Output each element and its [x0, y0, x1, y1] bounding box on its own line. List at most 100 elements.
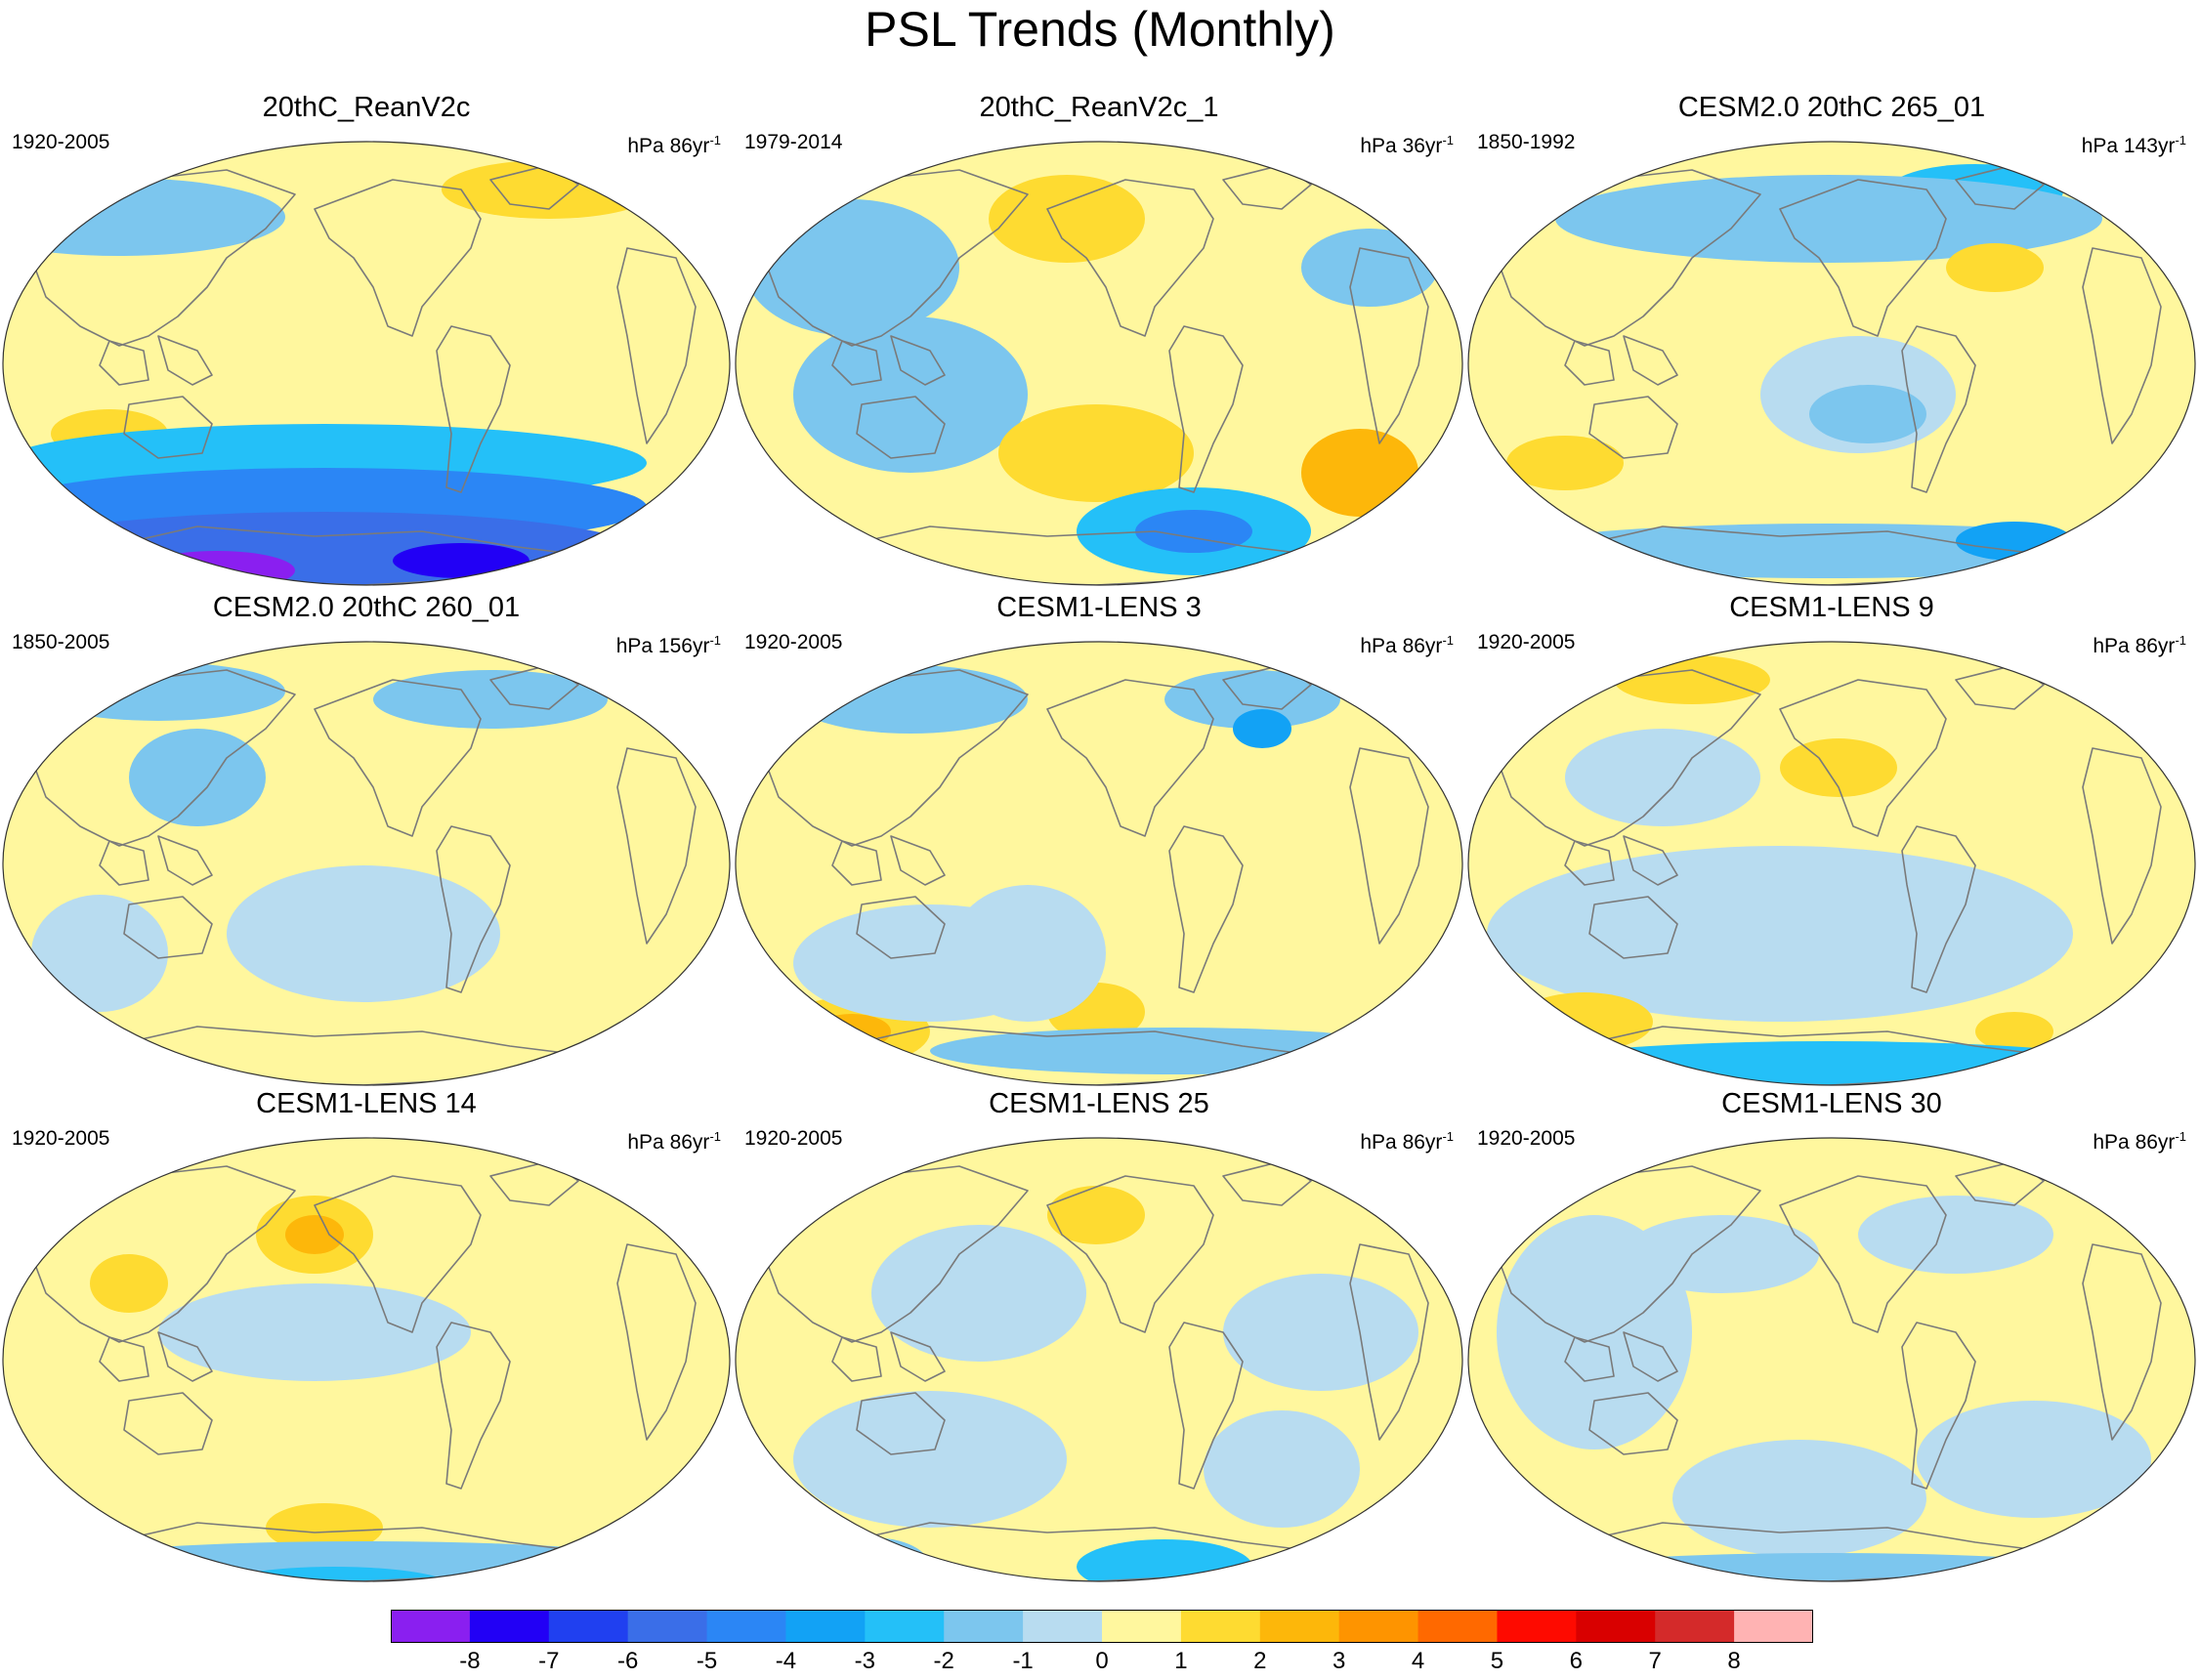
coastline: [314, 1175, 482, 1333]
coastline: [1349, 247, 1429, 444]
map-svg: [735, 641, 1463, 1086]
colorbar-swatch: [1338, 1610, 1419, 1643]
coastline: [2082, 1243, 2162, 1441]
trend-contour: [1487, 846, 2073, 1022]
map-panel: CESM1-LENS 3 1920-2005 hPa 86yr-1: [735, 590, 1463, 1088]
colorbar-tick-label: 6: [1569, 1648, 1583, 1674]
colorbar-swatch: [1734, 1610, 1813, 1643]
coastline: [616, 747, 697, 945]
colorbar-swatch: [391, 1610, 471, 1643]
coastline: [1901, 325, 1976, 493]
units-exponent: -1: [1442, 133, 1454, 147]
trend-contour: [1555, 175, 2102, 263]
units-prefix: hPa: [2093, 1131, 2136, 1154]
panel-title: 20thC_ReanV2c_1: [979, 92, 1219, 123]
panel-period: 1850-2005: [12, 631, 110, 653]
coastline: [831, 1336, 882, 1382]
coastline: [1564, 1336, 1615, 1382]
panel-title: CESM2.0 20thC 265_01: [1677, 92, 1986, 123]
map-panel: 20thC_ReanV2c_1 1979-2014 hPa 36yr-1: [735, 90, 1463, 588]
coastline: [763, 1165, 1029, 1343]
map-field: [1468, 142, 2195, 585]
coastline: [1349, 1243, 1429, 1441]
units-prefix: hPa: [627, 1131, 670, 1154]
panel-period: 1920-2005: [12, 1127, 110, 1150]
coastline: [2082, 747, 2162, 945]
trend-contour: [1223, 1274, 1418, 1391]
coastline: [763, 669, 1029, 847]
panel-title: CESM1-LENS 3: [996, 592, 1202, 623]
units-prefix: hPa: [2081, 135, 2124, 157]
colorbar-labels: -8 -7 -6 -5 -4 -3 -2 -1 0 1 2 3 4 5 6 7 8: [0, 1647, 2200, 1676]
coastline: [1496, 169, 1761, 347]
units-exponent: -1: [2175, 1129, 2186, 1144]
units-value: 143yr: [2123, 135, 2176, 157]
trend-contour: [1301, 429, 1418, 517]
coastline: [30, 1165, 296, 1343]
coastline: [763, 169, 1029, 347]
trend-contour: [793, 316, 1028, 473]
coastline: [1623, 335, 1678, 386]
coastline: [890, 835, 946, 886]
trend-contour: [31, 662, 285, 721]
trend-contour: [1946, 243, 2044, 292]
units-prefix: hPa: [627, 135, 670, 157]
coastline: [1564, 340, 1615, 386]
colorbar-swatch: [865, 1610, 945, 1643]
coastlines: [30, 664, 697, 1085]
colorbar-swatch: [627, 1610, 708, 1643]
coastline: [123, 896, 213, 959]
units-exponent: -1: [1442, 1129, 1454, 1144]
colorbar-tick-label: -8: [459, 1648, 481, 1674]
coastline: [99, 840, 149, 886]
units-prefix: hPa: [1360, 635, 1403, 657]
coastline: [436, 1322, 511, 1490]
map-svg: [2, 1137, 731, 1582]
map-border: [735, 1137, 1463, 1582]
map-field: [1468, 1138, 2195, 1581]
colorbar-tick-label: 0: [1095, 1648, 1109, 1674]
colorbar-tick-label: 8: [1727, 1648, 1741, 1674]
panel-units: hPa 86yr-1: [627, 127, 721, 160]
map-field: [736, 142, 1462, 585]
coastline: [1588, 896, 1678, 959]
trend-contour: [1506, 1041, 2151, 1085]
trend-contour: [324, 238, 500, 316]
trend-contour: [989, 175, 1145, 263]
colorbar-tick-label: 5: [1490, 1648, 1504, 1674]
trend-contour: [1917, 1401, 2151, 1518]
trend-contour: [998, 404, 1194, 502]
map-border: [2, 641, 731, 1086]
map-panel: CESM1-LENS 30 1920-2005 hPa 86yr-1: [1467, 1086, 2196, 1584]
coastline: [30, 169, 296, 347]
trend-contour: [1516, 1553, 2141, 1581]
coastline: [890, 1331, 946, 1382]
trend-contour: [1506, 436, 1624, 490]
trend-contour: [285, 1215, 344, 1254]
colorbar-tick-label: 1: [1174, 1648, 1188, 1674]
trend-contour: [442, 160, 656, 219]
panel-period: 1979-2014: [744, 131, 843, 153]
units-value: 86yr: [1402, 635, 1443, 657]
trend-contour: [1975, 1012, 2053, 1051]
map-field: [1468, 642, 2195, 1085]
colorbar-tick-label: -5: [696, 1648, 718, 1674]
units-exponent: -1: [2175, 633, 2186, 648]
map-svg: [1467, 141, 2196, 586]
trend-contour: [227, 865, 500, 1002]
colorbar-swatch: [1102, 1610, 1182, 1643]
trend-contour: [1204, 1410, 1360, 1528]
map-svg: [735, 141, 1463, 586]
trend-contour: [1624, 1215, 1819, 1293]
colorbar-swatch: [944, 1610, 1024, 1643]
trend-contour: [1565, 729, 1760, 826]
map-svg: [735, 1137, 1463, 1582]
coastline: [1588, 1392, 1678, 1455]
panel-title: CESM1-LENS 25: [989, 1088, 1209, 1119]
trend-contour: [1164, 670, 1340, 729]
coastline: [157, 335, 213, 386]
trend-contour: [793, 904, 1067, 1022]
units-value: 86yr: [1402, 1131, 1443, 1154]
trend-contour: [1614, 655, 1770, 704]
panel-title: CESM2.0 20thC 260_01: [212, 592, 521, 623]
